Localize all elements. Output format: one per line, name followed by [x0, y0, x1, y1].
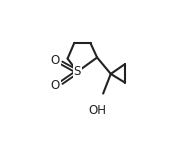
Text: OH: OH	[88, 104, 106, 117]
Text: S: S	[74, 65, 81, 78]
Text: O: O	[51, 54, 60, 67]
Text: O: O	[51, 79, 60, 92]
